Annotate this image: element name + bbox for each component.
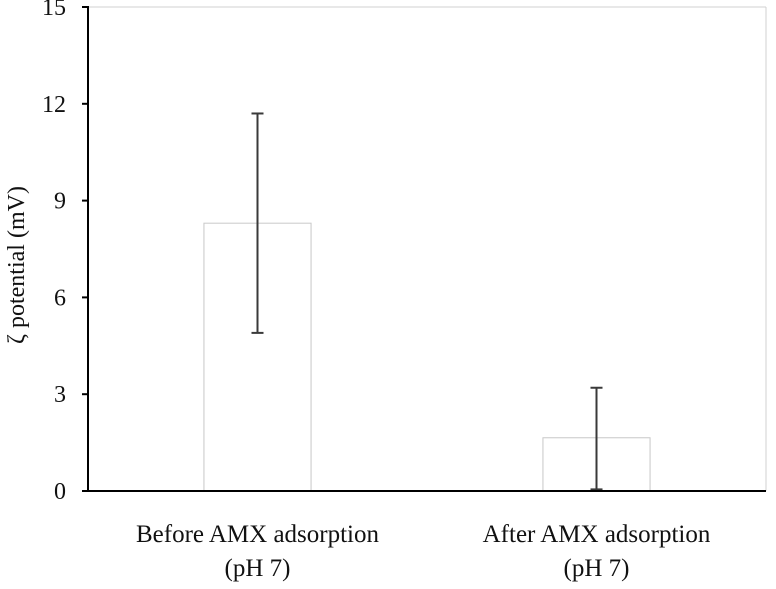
x-category-label-2-line-2: (pH 7) <box>564 555 630 582</box>
error-bars <box>251 112 603 491</box>
x-category-labels: Before AMX adsorption (pH 7) After AMX ads… <box>136 521 711 582</box>
y-tick-label-12: 12 <box>42 92 66 118</box>
bars <box>203 222 651 492</box>
y-tick-label-3: 3 <box>54 382 66 408</box>
axes <box>82 6 766 492</box>
x-category-label-2-line-1: After AMX adsorption <box>483 521 711 548</box>
y-tick-label-0: 0 <box>54 479 66 505</box>
x-category-label-1-line-1: Before AMX adsorption <box>136 521 380 548</box>
y-tick-labels: 0 3 6 9 12 15 <box>42 0 66 505</box>
y-tick-label-9: 9 <box>54 189 66 215</box>
y-tick-label-6: 6 <box>54 285 66 311</box>
y-axis-title: ζ potential (mV) <box>4 186 30 344</box>
plot-frame <box>88 6 767 491</box>
y-tick-label-15: 15 <box>42 0 66 21</box>
x-category-label-1-line-2: (pH 7) <box>225 555 291 582</box>
